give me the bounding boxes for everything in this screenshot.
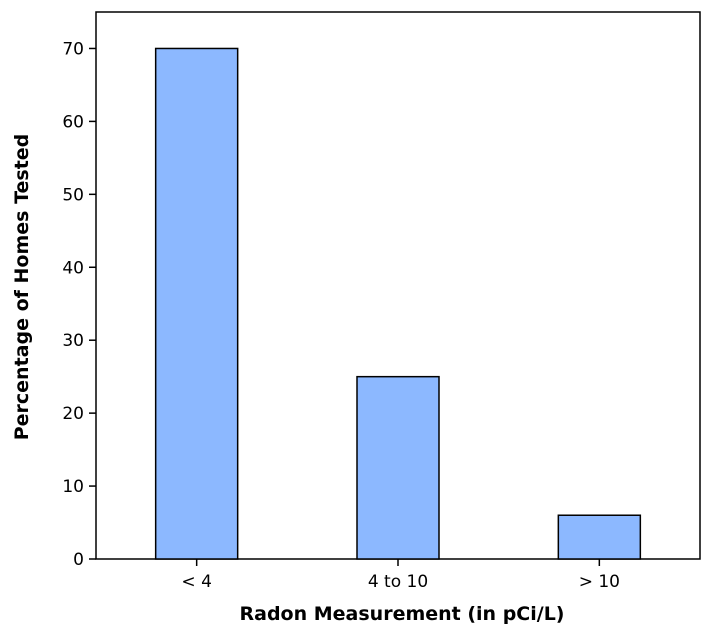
bar [356, 375, 440, 560]
y-tick-label: 20 [62, 404, 84, 424]
x-tick-label: < 4 [181, 572, 211, 592]
y-tick-label: 50 [62, 185, 84, 205]
y-tick-label: 60 [62, 112, 84, 132]
bar [154, 47, 239, 560]
x-axis-title: Radon Measurement (in pCi/L) [240, 603, 565, 625]
y-tick-label: 40 [62, 258, 84, 278]
y-axis-ticks: 0 10 20 30 40 50 60 70 [62, 39, 96, 570]
x-tick-label: 4 to 10 [368, 572, 428, 592]
y-axis-title: Percentage of Homes Tested [11, 134, 33, 441]
y-tick-label: 30 [62, 331, 84, 351]
bar [557, 514, 642, 560]
x-tick-label: > 10 [579, 572, 620, 592]
y-tick-label: 70 [62, 39, 84, 59]
x-axis-ticks: < 4 4 to 10 > 10 [181, 559, 620, 592]
y-tick-label: 10 [62, 477, 84, 497]
bars-group [154, 47, 642, 560]
y-tick-label: 0 [73, 550, 84, 570]
